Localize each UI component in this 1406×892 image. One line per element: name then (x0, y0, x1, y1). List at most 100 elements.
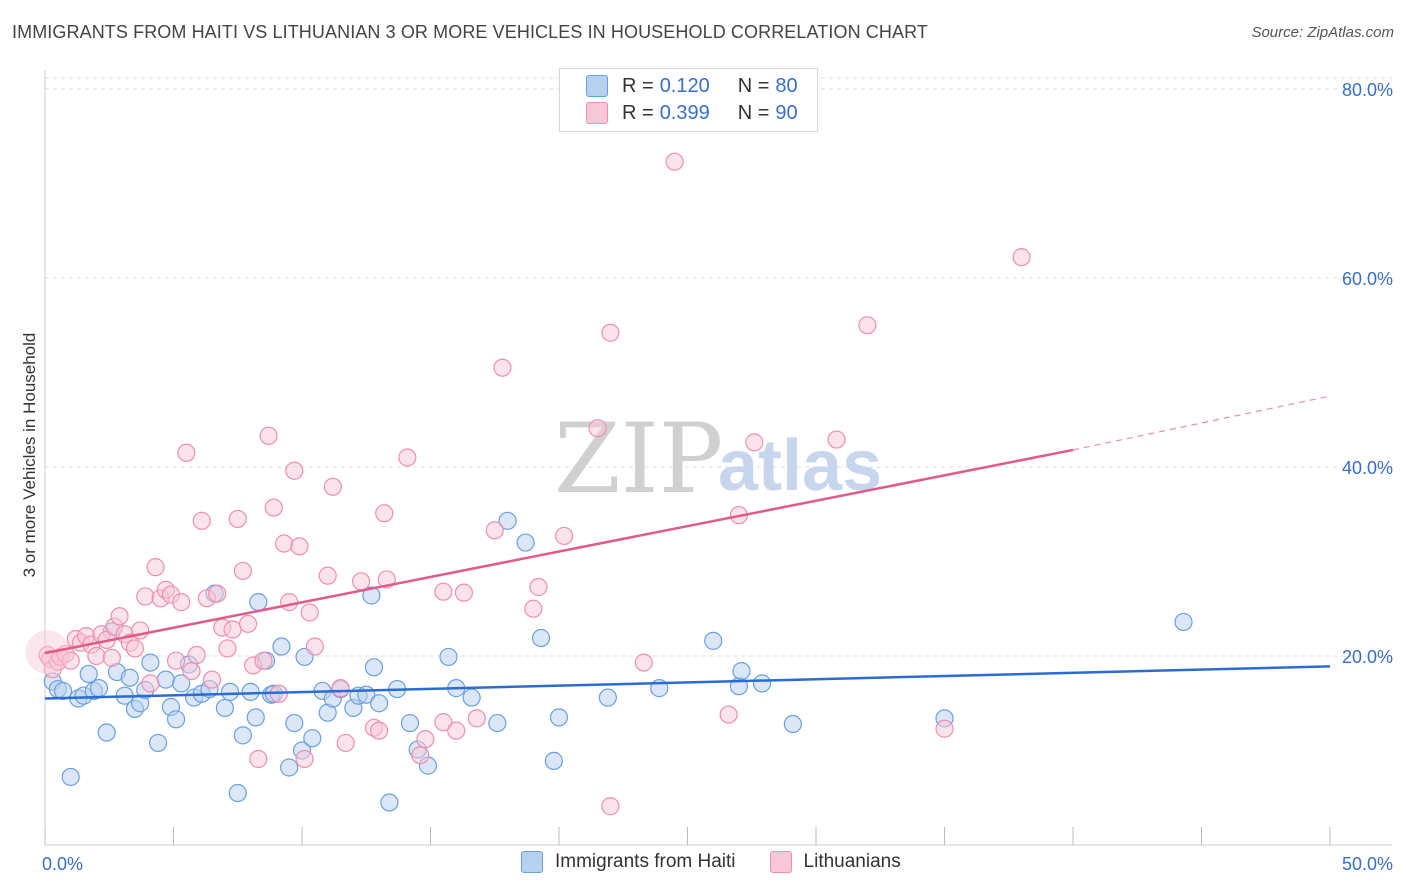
point-lithuanian (228, 509, 247, 529)
point-lithuanian (218, 639, 237, 658)
y-tick-label: 20.0% (1342, 647, 1393, 667)
point-lithuanian (192, 511, 211, 530)
point-haiti (79, 664, 98, 684)
point-lithuanian (182, 661, 201, 681)
point-lithuanian (125, 639, 145, 658)
legend-swatch-lithuanians (586, 102, 608, 124)
point-lithuanian (300, 603, 319, 622)
point-lithuanian (434, 582, 453, 601)
trend-line-haiti (44, 665, 1331, 700)
point-lithuanian (665, 152, 684, 171)
point-haiti (498, 511, 517, 530)
point-lithuanian (1012, 248, 1031, 267)
point-lithuanian (745, 433, 764, 452)
point-haiti (215, 698, 234, 718)
point-lithuanian (555, 526, 574, 546)
point-lithuanian (352, 572, 371, 591)
point-lithuanian (935, 719, 954, 738)
point-haiti (246, 708, 265, 727)
chart-source: Source: ZipAtlas.com (1251, 24, 1394, 41)
legend-r-value: 0.399 (659, 101, 710, 124)
point-haiti (531, 628, 551, 648)
point-haiti (141, 653, 160, 672)
point-lithuanian (295, 749, 314, 769)
point-haiti (61, 767, 80, 787)
point-lithuanian (264, 498, 283, 517)
point-lithuanian (858, 316, 877, 335)
correlation-legend: R = 0.120 N = 80 R = 0.399 N = 90 (559, 68, 818, 132)
point-haiti (272, 637, 291, 656)
series-legend-haiti[interactable]: Immigrants from Haiti (521, 851, 736, 873)
point-haiti (400, 713, 420, 733)
series-legend-lithuanians[interactable]: Lithuanians (769, 851, 901, 873)
point-haiti (172, 674, 191, 693)
point-haiti (783, 714, 802, 734)
series-label-haiti: Immigrants from Haiti (555, 851, 736, 872)
point-lithuanian (634, 653, 653, 672)
point-haiti (362, 586, 381, 605)
point-lithuanian (411, 746, 430, 765)
watermark-zip: ZIP (554, 403, 723, 515)
legend-row-lithuanians: R = 0.399 N = 90 (586, 100, 798, 126)
point-lithuanian (305, 637, 324, 656)
point-lithuanian (375, 504, 394, 523)
point-lithuanian (238, 614, 258, 633)
point-haiti (53, 681, 73, 701)
point-haiti (439, 647, 458, 667)
point-lithuanian (177, 443, 196, 462)
axes (44, 70, 1392, 846)
point-haiti (156, 670, 175, 689)
point-lithuanian (416, 730, 435, 749)
point-lithuanian (719, 705, 738, 724)
point-haiti (544, 751, 563, 770)
point-haiti (285, 713, 304, 733)
point-haiti (380, 793, 399, 812)
series-swatch-haiti (521, 851, 543, 873)
point-lithuanian (601, 323, 620, 342)
point-haiti (148, 733, 168, 753)
point-lithuanian (493, 358, 512, 377)
point-lithuanian (290, 537, 309, 556)
point-haiti (1174, 612, 1193, 632)
point-lithuanian (588, 419, 607, 438)
watermark: ZIP atlas (554, 403, 882, 515)
legend-r-value: 0.120 (659, 74, 710, 97)
legend-n-value: 80 (775, 74, 798, 97)
point-lithuanian (318, 566, 337, 585)
trend-line-lithuanians-extension (1072, 395, 1331, 451)
point-lithuanian (223, 620, 242, 639)
point-haiti (752, 674, 772, 693)
point-lithuanian (102, 648, 121, 667)
x-tick-label: 0.0% (42, 854, 83, 874)
point-lithuanian (202, 670, 222, 689)
point-lithuanian (398, 448, 417, 467)
point-lithuanian (280, 593, 299, 612)
point-lithuanian (336, 733, 355, 753)
watermark-atlas: atlas (718, 426, 882, 506)
legend-r-label: R = (622, 101, 654, 124)
point-haiti (120, 668, 139, 687)
point-lithuanian (601, 797, 620, 816)
legend-n-label: N = (737, 74, 770, 97)
y-tick-label: 60.0% (1342, 269, 1393, 289)
point-haiti (462, 688, 481, 707)
point-haiti (220, 682, 240, 701)
point-haiti (228, 783, 247, 803)
point-lithuanian (454, 583, 474, 602)
point-lithuanian (827, 430, 846, 449)
point-haiti (364, 658, 384, 677)
point-lithuanian (233, 561, 252, 581)
point-haiti (549, 708, 569, 727)
point-lithuanian (87, 646, 106, 666)
point-lithuanian (467, 709, 486, 728)
legend-n-value: 90 (775, 101, 798, 124)
point-lithuanian (110, 607, 129, 626)
tick-labels: 20.0% 40.0% 60.0% 80.0% 0.0% 50.0% (42, 80, 1393, 874)
trend-lines (44, 395, 1331, 700)
point-lithuanian (187, 645, 206, 665)
point-haiti (370, 694, 389, 713)
point-haiti (516, 533, 535, 552)
legend-row-haiti: R = 0.120 N = 80 (586, 73, 798, 99)
series-swatch-lithuanians (769, 851, 792, 873)
